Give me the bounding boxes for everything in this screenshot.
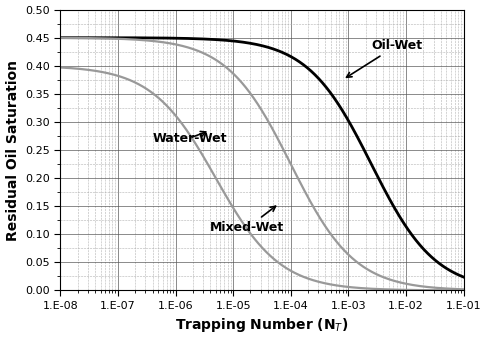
Text: Mixed-Wet: Mixed-Wet [210, 206, 284, 235]
Text: Water-Wet: Water-Wet [152, 132, 227, 144]
Y-axis label: Residual Oil Saturation: Residual Oil Saturation [5, 59, 19, 240]
X-axis label: Trapping Number (N$_T$): Trapping Number (N$_T$) [175, 317, 349, 335]
Text: Oil-Wet: Oil-Wet [347, 39, 423, 77]
